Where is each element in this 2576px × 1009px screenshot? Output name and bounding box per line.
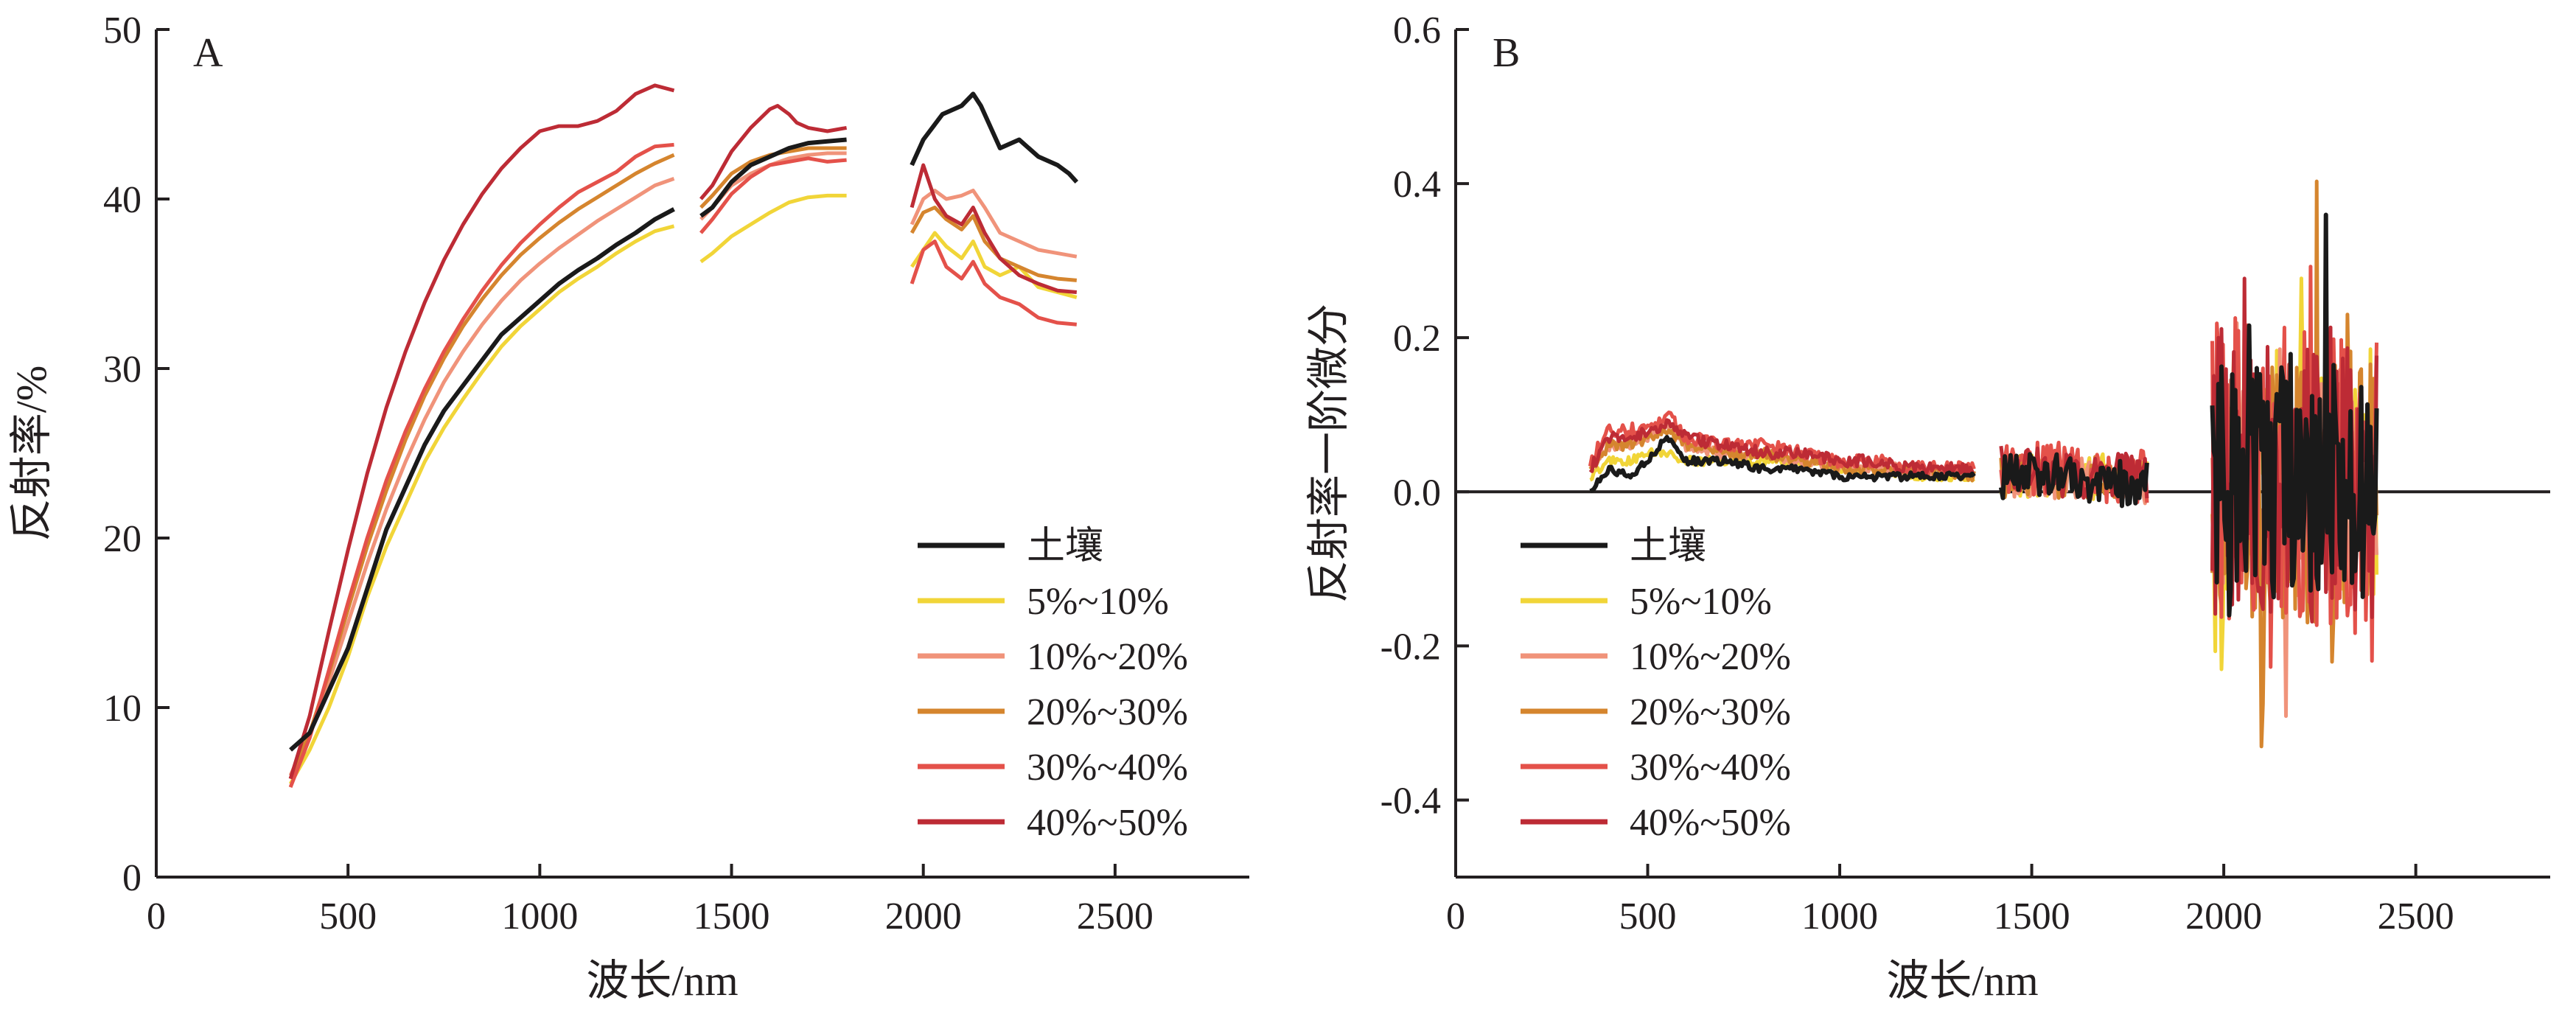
series-line: [1589, 212, 2379, 618]
x-tick-label: 2500: [2378, 895, 2454, 938]
y-axis-title: 反射率一阶微分: [1305, 304, 1352, 603]
y-tick-label: 0.4: [1393, 164, 1441, 206]
series-line: [288, 146, 1078, 780]
legend-label: 10%~20%: [1027, 636, 1188, 678]
x-tick-label: 500: [1619, 895, 1677, 938]
panel-b: 0 500 1000 1500 2000 2500 -0.4 -0.2 0.0 0.2 0.4 0.6…: [1305, 10, 2550, 1005]
legend: 土壤 5%~10% 10%~20% 20%~30% 30%~40% 40%~50%: [1521, 526, 1791, 844]
panel-a: 0 500 1000 1500 2000 2500 0 10 20 30 40 50 波长/nm 反射率/…: [7, 10, 1249, 1005]
y-tick-label: 20: [103, 518, 142, 560]
x-tick-label: 1500: [694, 895, 770, 938]
legend-label: 20%~30%: [1630, 691, 1791, 733]
y-tick-label: 40: [103, 179, 142, 221]
legend: 土壤 5%~10% 10%~20% 20%~30% 30%~40% 40%~50%: [918, 526, 1188, 844]
legend-label: 土壤: [1630, 526, 1706, 568]
x-tick-label: 2500: [1077, 895, 1153, 938]
legend-label: 5%~10%: [1027, 581, 1169, 623]
x-axis-title: 波长/nm: [1886, 957, 2038, 1005]
x-tick-label: 0: [1446, 895, 1465, 938]
y-tick-label: -0.2: [1381, 626, 1441, 668]
panel-label: A: [193, 30, 223, 76]
legend-label: 5%~10%: [1630, 581, 1772, 623]
legend-label: 20%~30%: [1027, 691, 1188, 733]
y-tick-label: 50: [103, 10, 142, 52]
y-axis-title: 反射率/%: [7, 366, 55, 541]
y-tick-label: 30: [103, 349, 142, 391]
x-tick-label: 0: [147, 895, 166, 938]
x-tick-label: 1500: [1994, 895, 2070, 938]
series-line: [288, 83, 1078, 780]
x-axis-title: 波长/nm: [586, 957, 738, 1005]
y-tick-label: 0: [122, 857, 142, 899]
legend-label: 10%~20%: [1630, 636, 1791, 678]
x-tick-label: 1000: [501, 895, 578, 938]
series-line: [288, 193, 1078, 785]
y-tick-label: 10: [103, 688, 142, 730]
y-tick-label: 0.2: [1393, 318, 1441, 360]
legend-label: 30%~40%: [1630, 747, 1791, 789]
series-line: [289, 91, 1079, 752]
x-tick-label: 2000: [885, 895, 962, 938]
legend-label: 土壤: [1027, 526, 1103, 568]
legend-label: 40%~50%: [1027, 802, 1188, 844]
x-tick-label: 500: [319, 895, 377, 938]
legend-label: 30%~40%: [1027, 747, 1188, 789]
series-line: [288, 142, 1078, 789]
series-line: [288, 151, 1078, 777]
y-tick-label: 0.0: [1393, 472, 1441, 514]
panel-label: B: [1493, 30, 1520, 76]
y-tick-label: 0.6: [1393, 10, 1441, 52]
x-tick-label: 2000: [2185, 895, 2262, 938]
y-tick-label: -0.4: [1381, 780, 1441, 822]
x-tick-label: 1000: [1801, 895, 1878, 938]
legend-label: 40%~50%: [1630, 802, 1791, 844]
